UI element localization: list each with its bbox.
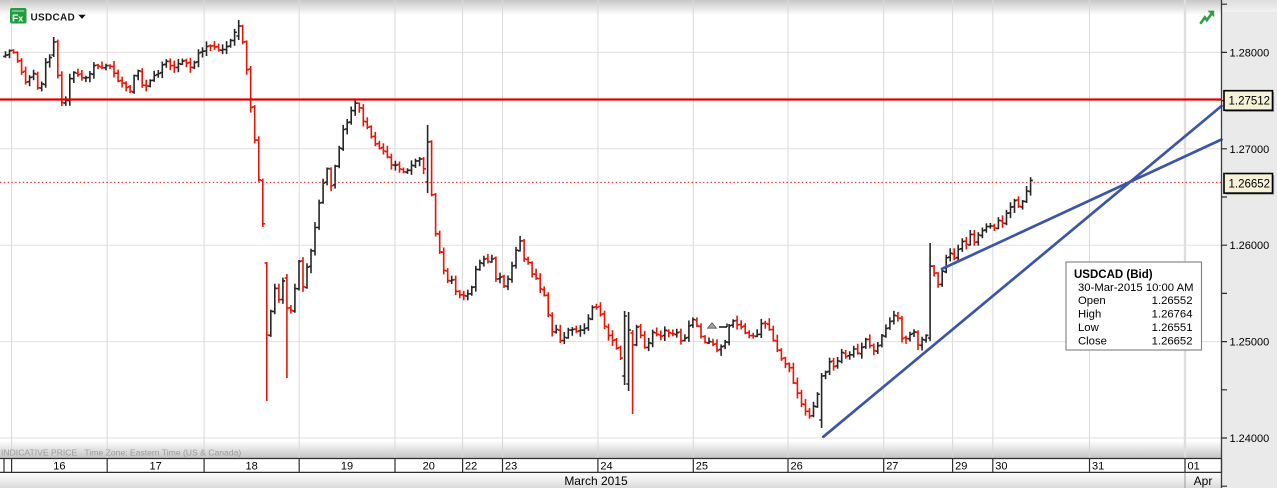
- svg-text:18: 18: [245, 461, 257, 473]
- svg-text:22: 22: [465, 461, 477, 473]
- svg-text:1.27512: 1.27512: [1229, 96, 1271, 108]
- svg-text:1.24000: 1.24000: [1230, 433, 1270, 445]
- svg-text:Close: Close: [1078, 336, 1107, 348]
- svg-text:Open: Open: [1078, 295, 1106, 307]
- svg-text:25: 25: [696, 461, 708, 473]
- svg-text:23: 23: [505, 461, 517, 473]
- svg-text:19: 19: [341, 461, 353, 473]
- svg-text:1.26764: 1.26764: [1152, 309, 1193, 321]
- svg-text:1.26552: 1.26552: [1152, 295, 1193, 307]
- svg-text:17: 17: [149, 461, 161, 473]
- svg-text:1.27000: 1.27000: [1230, 144, 1270, 156]
- svg-text:30-Mar-2015 10:00 AM: 30-Mar-2015 10:00 AM: [1078, 282, 1194, 294]
- svg-text:x: x: [18, 13, 23, 23]
- svg-text:30: 30: [995, 461, 1007, 473]
- svg-text:1.26652: 1.26652: [1229, 179, 1271, 191]
- svg-text:16: 16: [53, 461, 65, 473]
- svg-text:USDCAD (Bid): USDCAD (Bid): [1074, 269, 1153, 281]
- svg-text:26: 26: [791, 461, 803, 473]
- svg-text:1.26551: 1.26551: [1152, 322, 1193, 334]
- svg-text:High: High: [1078, 309, 1101, 321]
- svg-text:USDCAD: USDCAD: [31, 13, 76, 24]
- svg-text:31: 31: [1092, 461, 1104, 473]
- svg-text:24: 24: [600, 461, 612, 473]
- svg-text:01: 01: [1188, 461, 1200, 473]
- svg-text:1.28000: 1.28000: [1230, 47, 1270, 59]
- svg-text:1.26000: 1.26000: [1230, 240, 1270, 252]
- svg-text:INDICATIVE PRICE Time Zone:: INDICATIVE PRICE Time Zone: Eastern Time…: [1, 448, 241, 458]
- svg-text:1.25000: 1.25000: [1230, 337, 1270, 349]
- svg-text:29: 29: [955, 461, 967, 473]
- svg-text:Apr: Apr: [1194, 474, 1213, 488]
- svg-text:March 2015: March 2015: [564, 474, 628, 488]
- svg-text:F: F: [12, 12, 19, 24]
- svg-text:Low: Low: [1078, 322, 1100, 334]
- svg-text:27: 27: [886, 461, 898, 473]
- svg-text:20: 20: [423, 461, 435, 473]
- svg-text:1.26652: 1.26652: [1152, 336, 1193, 348]
